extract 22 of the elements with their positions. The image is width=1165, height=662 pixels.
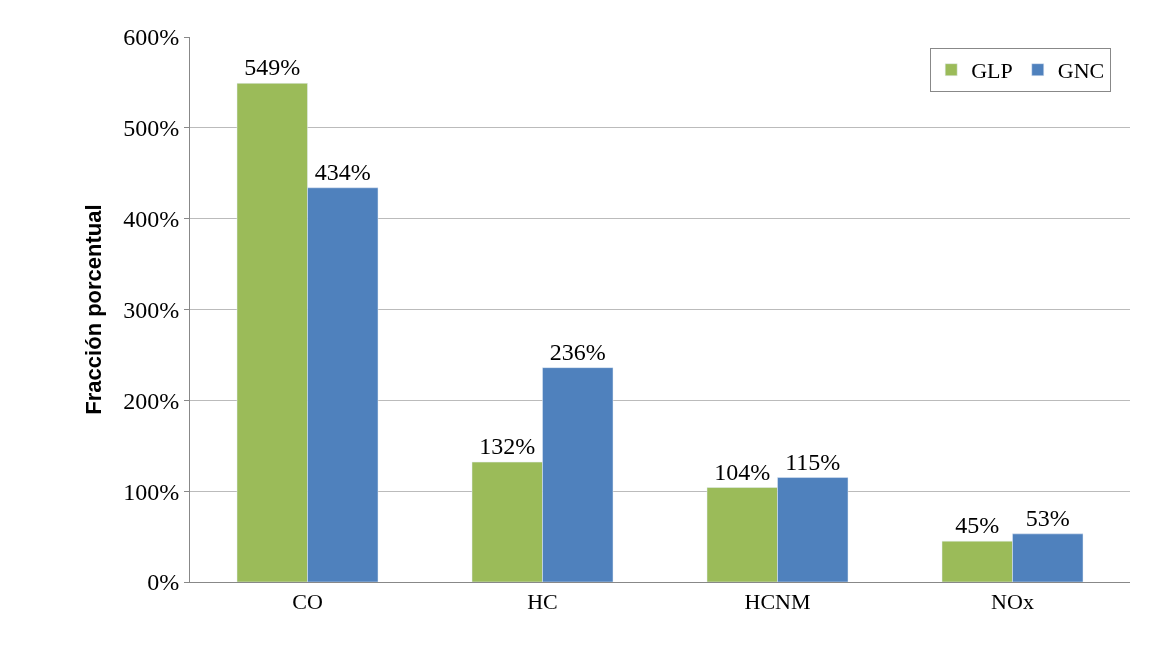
y-tick-label: 600% bbox=[123, 24, 180, 51]
y-tick-label: 200% bbox=[123, 387, 180, 414]
y-tick-label: 400% bbox=[123, 206, 180, 233]
data-label: 104% bbox=[714, 458, 771, 485]
data-label: 132% bbox=[479, 433, 536, 460]
y-tick-label: 100% bbox=[123, 478, 180, 505]
legend-label: GLP bbox=[971, 58, 1013, 84]
x-tick-label: HC bbox=[527, 589, 558, 615]
legend-label: GNC bbox=[1057, 58, 1105, 84]
data-label: 434% bbox=[314, 158, 371, 185]
y-axis-title: Fracción porcentual bbox=[81, 204, 106, 415]
y-tick-label: 300% bbox=[123, 296, 180, 323]
data-label: 53% bbox=[1025, 504, 1070, 531]
data-label: 549% bbox=[244, 54, 301, 81]
data-label: 236% bbox=[549, 338, 606, 365]
data-label: 45% bbox=[955, 512, 1000, 539]
x-tick-label: CO bbox=[292, 589, 323, 615]
y-tick-label: 500% bbox=[123, 115, 180, 142]
x-tick-label: NOx bbox=[991, 589, 1034, 615]
data-label: 115% bbox=[785, 448, 841, 475]
x-tick-label: HCNM bbox=[744, 589, 811, 615]
y-tick-label: 0% bbox=[147, 569, 180, 596]
